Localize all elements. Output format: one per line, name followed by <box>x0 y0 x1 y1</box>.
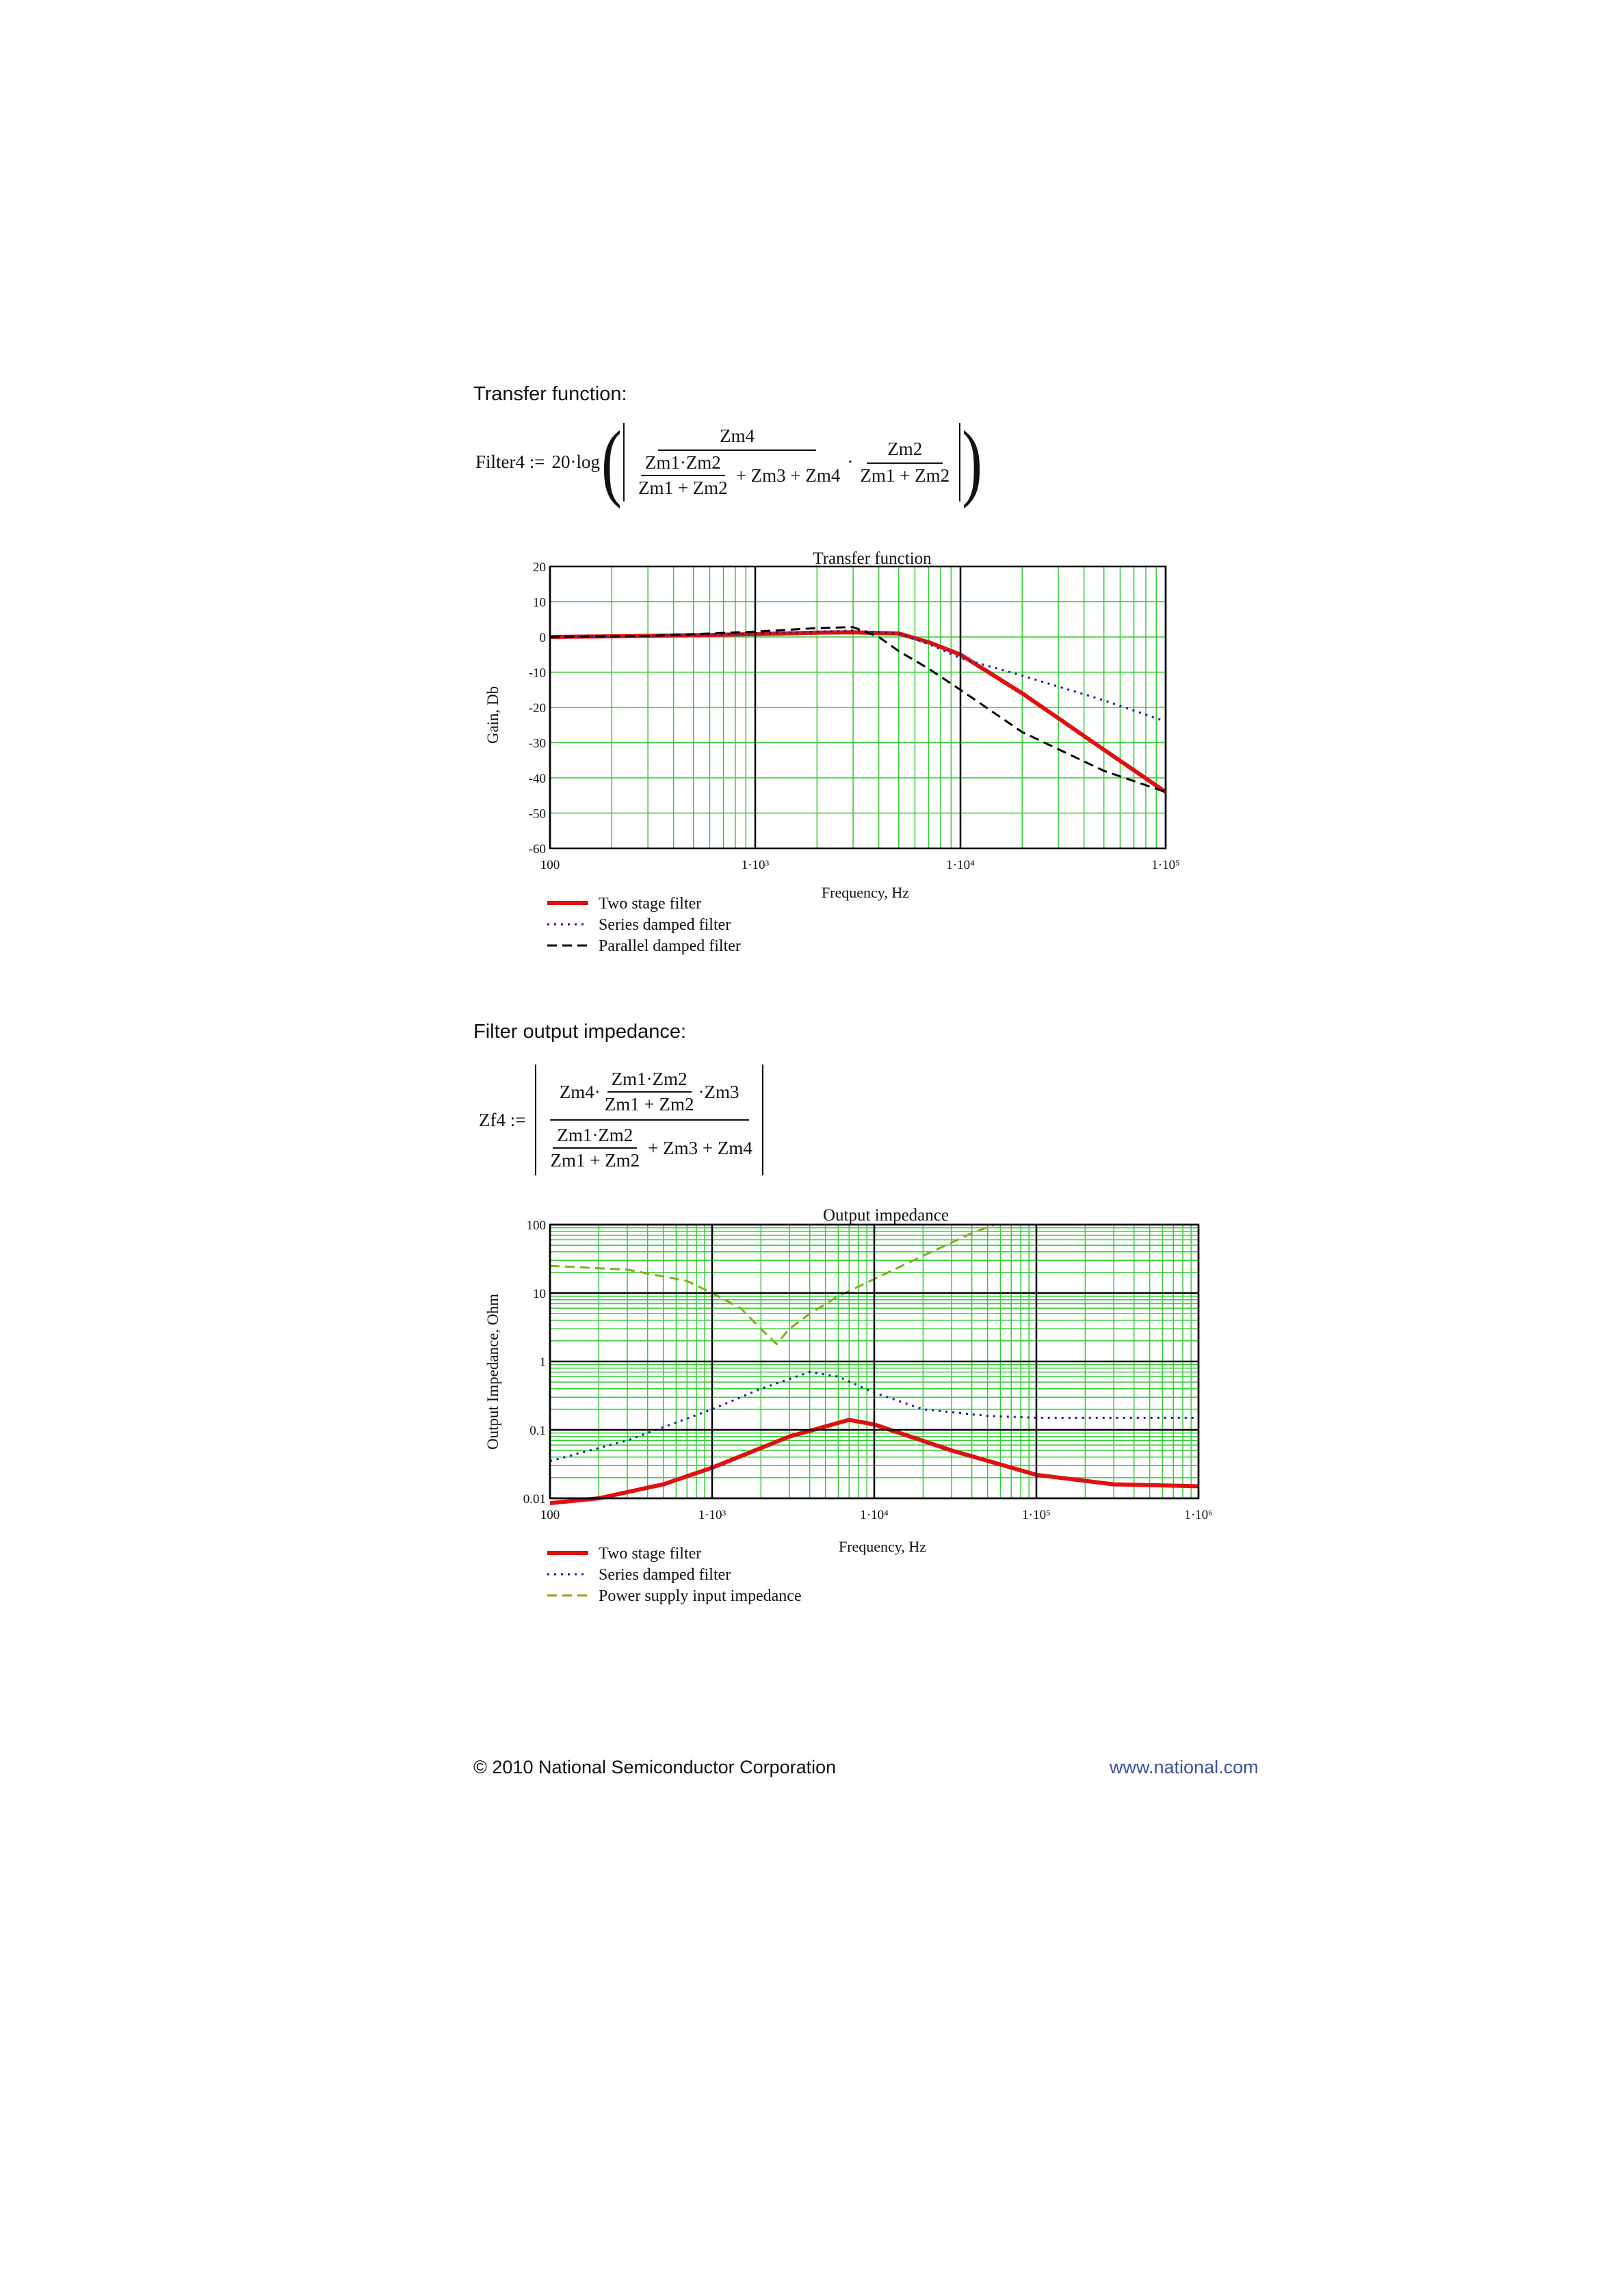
eq2-main-fraction: Zm4· Zm1·Zm2 Zm1 + Zm2 ·Zm3 Zm1·Zm2 Zm1 … <box>542 1069 756 1171</box>
y-tick-label: 10 <box>533 1287 546 1301</box>
website-link[interactable]: www.national.com <box>1110 1757 1259 1777</box>
eq1-right-den: Zm1 + Zm2 <box>860 465 950 486</box>
output-impedance-equation: Zf4 := Zm4· Zm1·Zm2 Zm1 + Zm2 ·Zm3 Zm1·Z… <box>479 1065 763 1175</box>
x-tick-label: 1·10⁴ <box>946 858 975 872</box>
eq1-right-fraction: Zm2 Zm1 + Zm2 <box>856 439 954 486</box>
eq1-inner-den: Zm1 + Zm2 <box>638 478 728 498</box>
legend-label-1: Two stage filter <box>599 1545 701 1563</box>
series-line-2 <box>549 1371 1199 1463</box>
legend-label-2: Series damped filter <box>599 1566 731 1584</box>
chart2-xlabel: Frequency, Hz <box>839 1538 926 1555</box>
eq2-num-fraction: Zm1·Zm2 Zm1 + Zm2 <box>601 1069 698 1115</box>
legend-label-2: Series damped filter <box>599 916 731 934</box>
y-tick-label: -30 <box>529 737 546 751</box>
eq2-num-right: ·Zm3 <box>698 1081 739 1102</box>
x-tick-label: 1·10³ <box>698 1508 726 1522</box>
legend-label-3: Power supply input impedance <box>599 1587 802 1605</box>
y-tick-label: 0 <box>540 631 547 645</box>
series-line-3 <box>549 1223 995 1345</box>
eq2-lhs: Zf4 := <box>479 1109 526 1130</box>
transfer-function-heading: Transfer function: <box>473 383 627 405</box>
eq1-plus-terms: + Zm3 + Zm4 <box>735 465 841 486</box>
y-tick-label: 0.1 <box>529 1424 546 1438</box>
chart1-legend: Two stage filter Series damped filter Para… <box>547 895 741 955</box>
y-tick-label: -20 <box>529 701 546 716</box>
eq1-inner-num: Zm1·Zm2 <box>640 452 725 476</box>
eq1-prefix: 20·log <box>551 452 600 472</box>
series-line-1 <box>549 1418 1199 1506</box>
impedance-heading: Filter output impedance: <box>473 1021 687 1043</box>
eq1-outer-num: Zm4 <box>658 426 817 451</box>
chart1-ylabel: Gain, Db <box>484 686 501 744</box>
x-tick-label: 1·10⁵ <box>1151 858 1179 872</box>
chart2-title: Output impedance <box>823 1206 949 1225</box>
x-tick-label: 1·10³ <box>742 858 770 872</box>
eq2-num-frac-num: Zm1·Zm2 <box>607 1069 692 1093</box>
legend-label-1: Two stage filter <box>599 895 701 913</box>
chart2-ylabel: Output Impedance, Ohm <box>484 1294 501 1450</box>
eq2-abs-bars: Zm4· Zm1·Zm2 Zm1 + Zm2 ·Zm3 Zm1·Zm2 Zm1 … <box>535 1065 763 1175</box>
eq1-lhs: Filter4 := <box>475 452 545 472</box>
plot-frame <box>549 565 1167 850</box>
series-line-3 <box>549 626 1166 794</box>
legend-label-3: Parallel damped filter <box>599 937 741 955</box>
x-tick-label: 1·10⁶ <box>1184 1508 1212 1522</box>
eq1-right-num: Zm2 <box>867 439 943 464</box>
right-paren: ) <box>962 414 983 510</box>
eq2-den-frac-den: Zm1 + Zm2 <box>550 1150 640 1171</box>
series-line-2 <box>549 629 1166 723</box>
plot-frame <box>549 1223 1200 1500</box>
x-tick-label: 100 <box>540 1508 560 1522</box>
y-tick-label: -40 <box>529 772 546 786</box>
eq2-num-frac-den: Zm1 + Zm2 <box>604 1094 694 1114</box>
eq2-den-fraction: Zm1·Zm2 Zm1 + Zm2 <box>546 1125 644 1171</box>
filter-transfer-equation: Filter4 := 20·log ( Zm4 Zm1·Zm2 Zm1 + Zm… <box>475 419 982 505</box>
transfer-function-chart: Transfer function 100 1·10³ 1·10⁴ 1·10⁵2010… <box>484 549 1180 955</box>
chart2-legend: Two stage filter Series damped filter Powe… <box>547 1545 802 1605</box>
x-tick-label: 100 <box>540 858 560 872</box>
abs-bars: Zm4 Zm1·Zm2 Zm1 + Zm2 + Zm3 + Zm4 · Zm2 … <box>623 423 961 501</box>
chart1-title: Transfer function <box>813 549 932 568</box>
eq1-main-fraction: Zm4 Zm1·Zm2 Zm1 + Zm2 + Zm3 + Zm4 <box>630 426 844 499</box>
left-paren: ( <box>601 414 622 510</box>
y-tick-label: 1 <box>540 1355 547 1370</box>
y-tick-label: -10 <box>529 666 546 681</box>
eq1-inner-fraction: Zm1·Zm2 Zm1 + Zm2 <box>634 452 732 499</box>
eq2-num-left: Zm4· <box>559 1081 601 1102</box>
y-tick-label: 100 <box>527 1218 547 1233</box>
x-tick-label: 1·10⁵ <box>1022 1508 1050 1522</box>
y-tick-label: 10 <box>533 596 546 610</box>
eq2-den-frac-num: Zm1·Zm2 <box>553 1125 638 1149</box>
y-tick-label: 20 <box>533 560 546 575</box>
copyright: © 2010 National Semiconductor Corporatio… <box>473 1757 837 1777</box>
y-tick-label: 0.01 <box>523 1492 546 1506</box>
chart1-xlabel: Frequency, Hz <box>822 884 909 901</box>
y-tick-label: -60 <box>529 842 546 857</box>
eq1-dot: · <box>847 452 854 472</box>
x-tick-label: 1·10⁴ <box>860 1508 889 1522</box>
y-tick-label: -50 <box>529 807 546 822</box>
series-line-1 <box>549 630 1167 794</box>
eq2-den-right: + Zm3 + Zm4 <box>648 1137 752 1158</box>
output-impedance-chart: Output impedance 100 1·10³ 1·10⁴ 1·10⁵ 1·10⁶… <box>484 1206 1213 1605</box>
